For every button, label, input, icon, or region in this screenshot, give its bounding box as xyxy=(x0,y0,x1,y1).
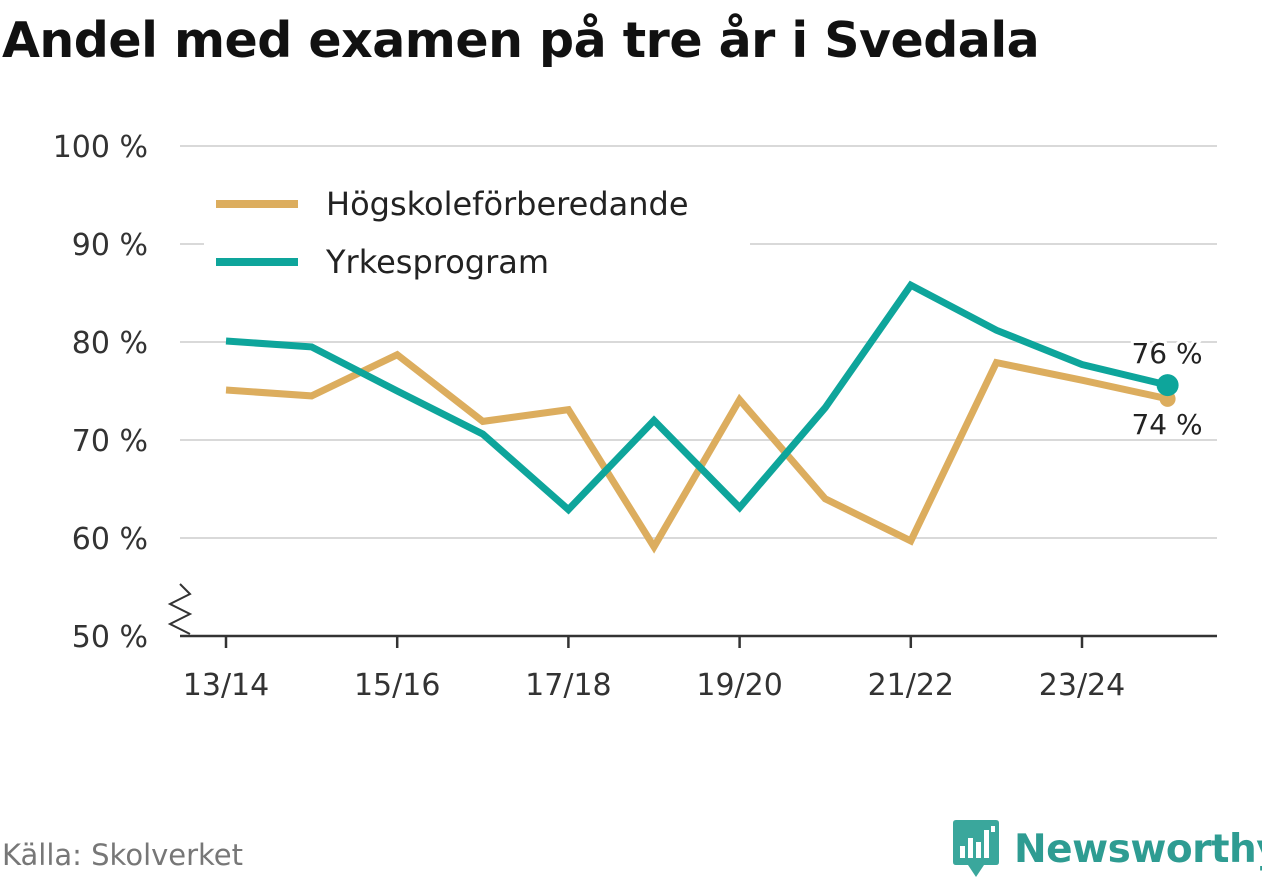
line-chart: 50 % 60 % 70 % 80 % 90 % 100 % 13/14 15/16 17/1… xyxy=(53,130,1217,703)
end-labels: 76 % 74 % xyxy=(1128,334,1205,444)
legend: Högskoleförberedande Yrkesprogram xyxy=(204,178,750,296)
brand: Newsworthy xyxy=(952,818,1262,880)
legend-label: Högskoleförberedande xyxy=(326,185,689,223)
legend-background xyxy=(204,178,750,296)
brand-name: Newsworthy xyxy=(1014,826,1262,872)
x-tick-label: 17/18 xyxy=(525,668,611,703)
series-line-hogskoleforberedande xyxy=(225,350,1169,554)
series-lines xyxy=(225,280,1179,554)
y-tick-label: 70 % xyxy=(72,424,148,459)
source-note: Källa: Skolverket xyxy=(2,838,244,872)
series-line-yrkesprogram xyxy=(225,280,1169,515)
y-tick-label: 90 % xyxy=(72,228,148,263)
end-label-yrkesprogram: 76 % xyxy=(1131,337,1202,370)
end-point-marker xyxy=(1156,374,1179,397)
chart-title: Andel med examen på tre år i Svedala xyxy=(2,12,1040,69)
y-tick-label: 80 % xyxy=(72,326,148,361)
x-axis-tick-labels: 13/14 15/16 17/18 19/20 21/22 23/24 xyxy=(183,668,1125,703)
legend-label: Yrkesprogram xyxy=(325,243,549,281)
y-tick-label: 60 % xyxy=(72,522,148,557)
y-axis-tick-labels: 50 % 60 % 70 % 80 % 90 % 100 % xyxy=(53,130,148,655)
newsworthy-logo-icon xyxy=(953,820,999,877)
x-tick-label: 21/22 xyxy=(868,668,954,703)
end-label-hogskoleforberedande: 74 % xyxy=(1131,408,1202,441)
x-tick-label: 19/20 xyxy=(696,668,782,703)
y-tick-label: 100 % xyxy=(53,130,148,165)
x-tick-label: 23/24 xyxy=(1039,668,1125,703)
y-tick-label: 50 % xyxy=(72,620,148,655)
x-axis xyxy=(167,583,1217,648)
x-tick-label: 13/14 xyxy=(183,668,269,703)
axis-break-icon xyxy=(167,583,193,635)
x-tick-label: 15/16 xyxy=(354,668,440,703)
